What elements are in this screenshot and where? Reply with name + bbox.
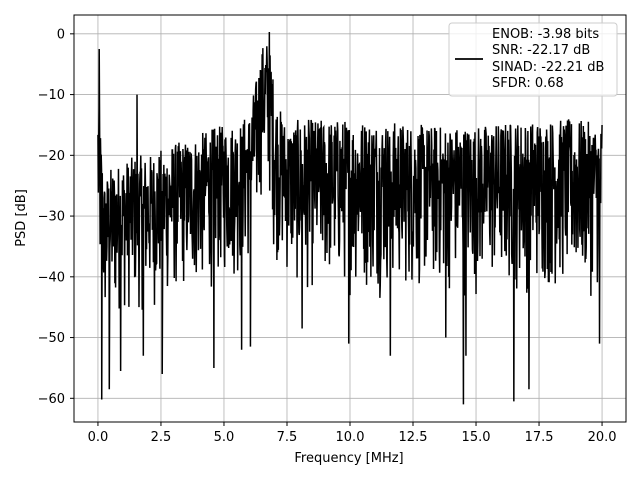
y-tick-label: −30 [38,210,65,225]
y-tick-label: −20 [38,149,65,164]
legend-entry-sfdr: SFDR: 0.68 [492,76,564,91]
y-tick-label: −50 [38,331,65,346]
psd-line [97,32,603,405]
x-axis: 0.0 2.5 5.0 7.5 10.0 12.5 15.0 17.5 20.0 [88,422,617,445]
legend-box [448,22,618,97]
y-axis: 0 −10 −20 −30 −40 −50 −60 [38,27,74,407]
x-tick-label: 20.0 [588,430,617,445]
y-tick-label: 0 [57,27,65,42]
legend: ENOB: -3.98 bits SNR: -22.17 dB SINAD: -… [448,22,618,97]
y-tick-label: −60 [38,392,65,407]
x-axis-label: Frequency [MHz] [294,451,403,466]
x-tick-label: 12.5 [399,430,428,445]
x-tick-label: 2.5 [151,430,172,445]
y-axis-label: PSD [dB] [14,189,29,247]
legend-entry-sinad: SINAD: -22.21 dB [492,60,604,75]
x-tick-label: 5.0 [214,430,235,445]
psd-series [97,32,603,405]
legend-entry-snr: SNR: -22.17 dB [492,43,590,58]
y-tick-label: −10 [38,88,65,103]
x-tick-label: 17.5 [525,430,554,445]
legend-entry-enob: ENOB: -3.98 bits [492,27,599,42]
y-tick-label: −40 [38,270,65,285]
x-tick-label: 10.0 [336,430,365,445]
x-tick-label: 15.0 [462,430,491,445]
x-tick-label: 0.0 [88,430,109,445]
x-tick-label: 7.5 [277,430,298,445]
